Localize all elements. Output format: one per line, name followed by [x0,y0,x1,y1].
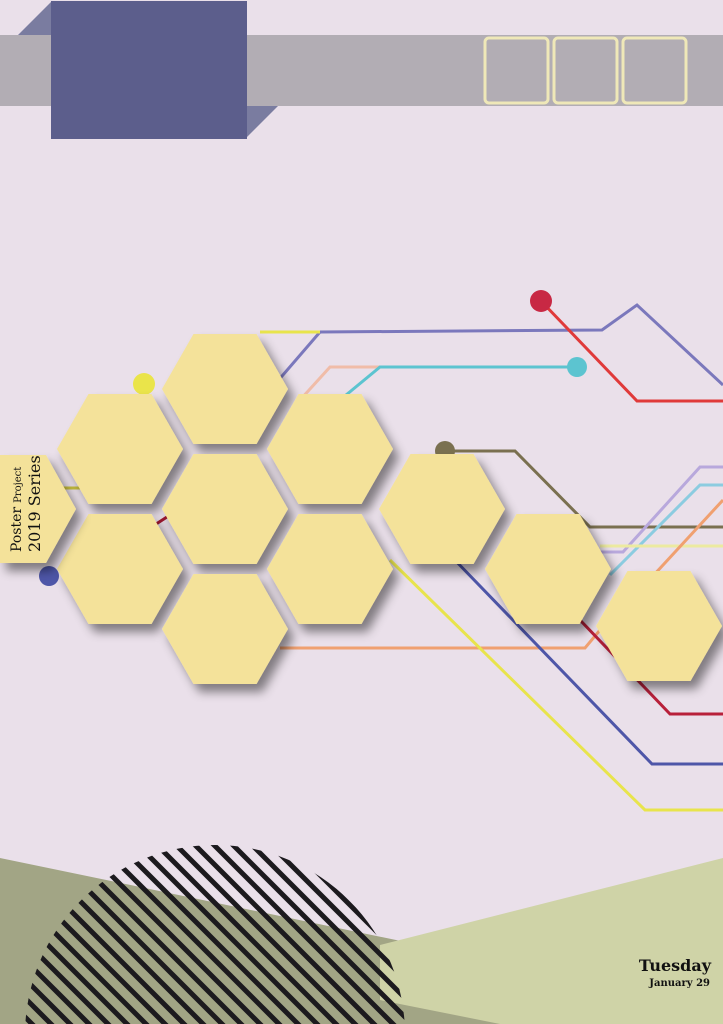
stripe [25,845,183,1024]
stripe [226,845,405,1024]
date-day: Tuesday [639,956,712,975]
line-purple [268,303,723,391]
stripe [207,845,405,1024]
header-block-bevel-bottom [246,106,278,138]
stripe [188,845,392,1024]
stripe [25,845,107,1024]
header-square-2 [552,36,619,105]
header-block [51,1,247,139]
hexagon [485,514,611,624]
header-square-3 [621,36,688,105]
stripe [264,845,405,1024]
header-square-1 [483,36,550,105]
stripe [150,845,354,1024]
line-crimson [578,618,723,716]
hexagon [162,334,288,444]
hexagon [379,454,505,564]
hexagon [57,514,183,624]
stripe [112,845,316,1024]
hexagon [162,454,288,564]
stripe [25,845,69,1024]
stripe [169,845,373,1024]
stripe [131,845,335,1024]
stripe [25,845,164,1024]
header-block-bevel-top [18,2,51,35]
line-orange-bottom [280,629,602,650]
node-yellow [133,373,155,395]
line-yellow-long [388,558,723,812]
stripe [93,845,297,1024]
line-red-top [539,299,723,403]
stripe [25,845,88,1024]
node-red [530,290,552,312]
label-series: 2019 Series [25,455,44,552]
hexagon [57,394,183,504]
label-line1: Poster Project [9,467,25,552]
line-lavender [600,465,723,554]
stripe [25,845,126,1024]
line-blue [448,553,723,766]
node-cyan [567,357,587,377]
label-poster: Poster [9,507,25,552]
line-peach [298,365,380,402]
label-project: Project [13,467,24,503]
hexagon [267,394,393,504]
hexagon-grid [57,334,722,684]
date-text: January 29 [648,978,710,989]
node-blue [39,566,59,586]
stripe [245,845,405,1024]
line-cyan [339,365,577,402]
ground-light [380,858,723,1024]
label-hexagon [0,455,76,563]
hexagon [596,571,722,681]
hexagon [162,574,288,684]
hexagon [267,514,393,624]
